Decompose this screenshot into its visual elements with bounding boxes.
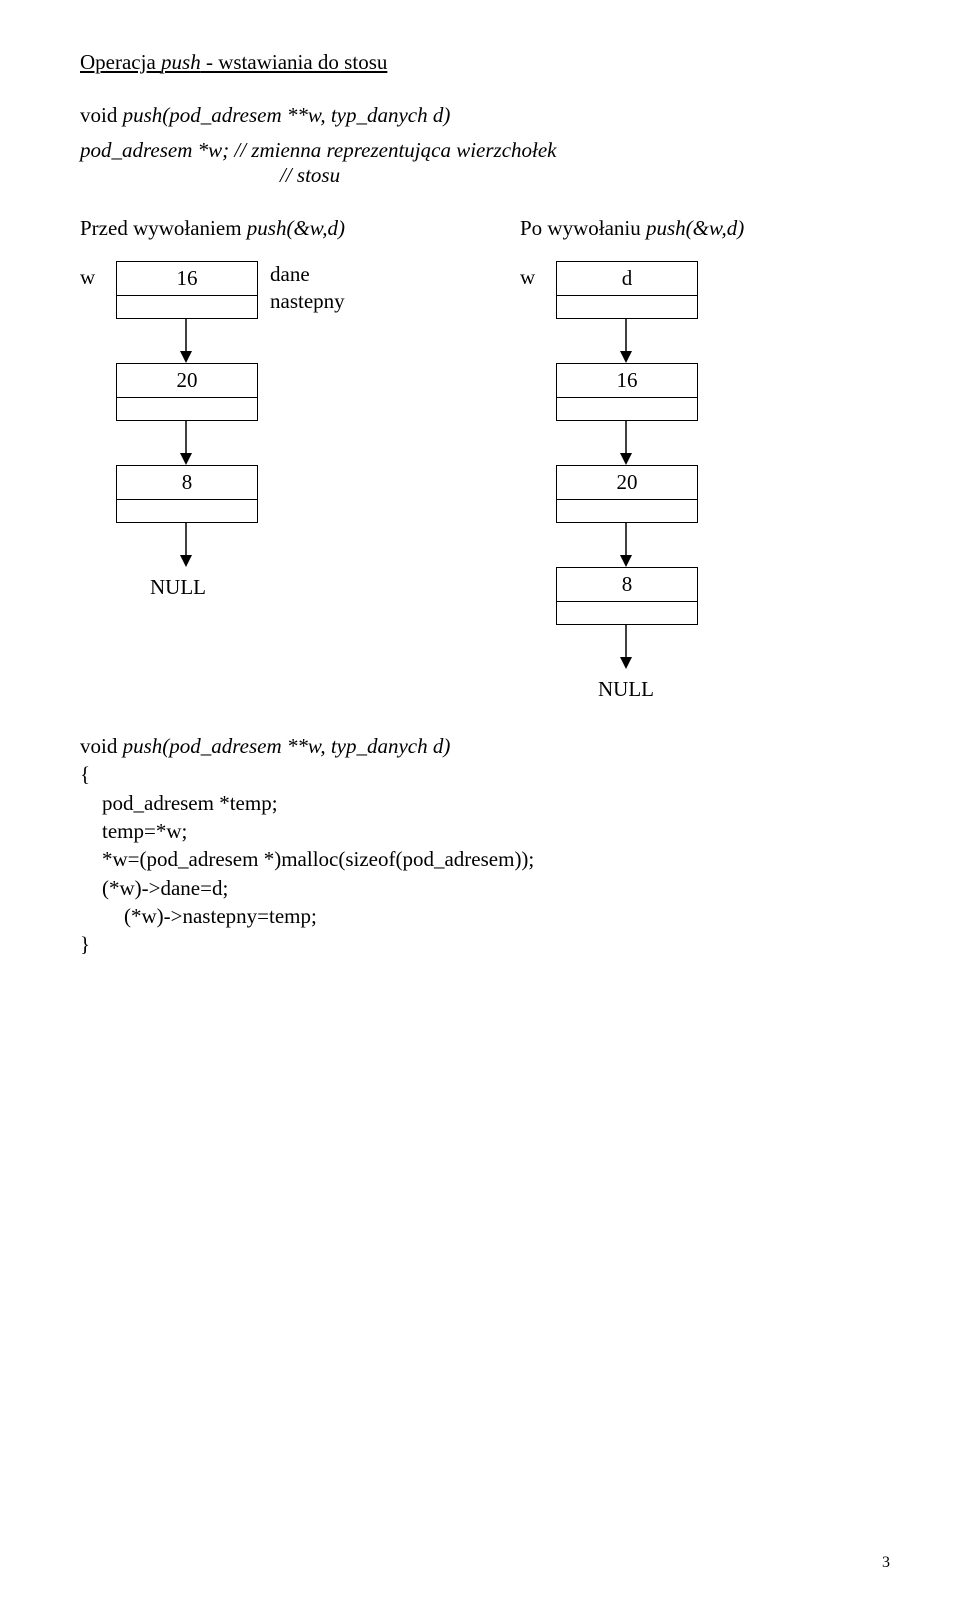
- title-prefix: Operacja: [80, 50, 161, 74]
- before-arrow-2: [116, 523, 256, 567]
- node-field-labels: dane nastepny: [270, 261, 345, 316]
- nastepny-label: nastepny: [270, 288, 345, 315]
- sig-italic: push(pod_adresem **w, typ_danych d): [123, 103, 451, 127]
- code-line-5: *w=(pod_adresem *)malloc(sizeof(pod_adre…: [102, 845, 880, 873]
- after-node-1-value: 16: [557, 364, 697, 398]
- arrow-down-icon: [176, 421, 196, 465]
- comment-line1: pod_adresem *w; // zmienna reprezentując…: [80, 138, 880, 163]
- before-node-1: 20: [116, 363, 258, 421]
- before-node-2-row: 8: [80, 465, 420, 523]
- arrow-down-icon: [616, 625, 636, 669]
- code-line-2: {: [80, 760, 880, 788]
- arrow-down-icon: [616, 421, 636, 465]
- after-node-2-row: 20: [520, 465, 860, 523]
- before-arrow-0: [116, 319, 256, 363]
- after-header: Po wywołaniu push(&w,d): [520, 216, 860, 241]
- code-l1-italic: push(pod_adresem **w, typ_danych d): [123, 734, 451, 758]
- before-header: Przed wywołaniem push(&w,d): [80, 216, 420, 241]
- after-arrow-2: [556, 523, 696, 567]
- page-title: Operacja push - wstawiania do stosu: [80, 50, 880, 75]
- after-arrow-0: [556, 319, 696, 363]
- arrow-down-icon: [616, 523, 636, 567]
- variable-comment: pod_adresem *w; // zmienna reprezentując…: [80, 138, 880, 188]
- after-node-1: 16: [556, 363, 698, 421]
- code-line-3: pod_adresem *temp;: [102, 789, 880, 817]
- w-label-right: w: [520, 261, 556, 290]
- comment-line2: // stosu: [280, 163, 880, 188]
- before-node-0-value: 16: [117, 262, 257, 296]
- code-l1-prefix: void: [80, 734, 123, 758]
- dane-label: dane: [270, 261, 345, 288]
- before-column: Przed wywołaniem push(&w,d) w 16 dane na…: [80, 216, 420, 702]
- sig-prefix: void: [80, 103, 123, 127]
- after-prefix: Po wywołaniu: [520, 216, 646, 240]
- code-line-1: void push(pod_adresem **w, typ_danych d): [80, 732, 880, 760]
- after-column: Po wywołaniu push(&w,d) w d 16: [520, 216, 860, 702]
- code-line-4: temp=*w;: [102, 817, 880, 845]
- before-node-1-value: 20: [117, 364, 257, 398]
- before-node-1-row: 20: [80, 363, 420, 421]
- before-prefix: Przed wywołaniem: [80, 216, 247, 240]
- after-node-3-value: 8: [557, 568, 697, 602]
- before-arrow-1: [116, 421, 256, 465]
- code-line-7: (*w)->nastepny=temp;: [124, 902, 880, 930]
- arrow-down-icon: [176, 319, 196, 363]
- w-label-left: w: [80, 261, 116, 290]
- after-node-3: 8: [556, 567, 698, 625]
- diagram-columns: Przed wywołaniem push(&w,d) w 16 dane na…: [80, 216, 880, 702]
- arrow-down-icon: [176, 523, 196, 567]
- page-number: 3: [882, 1554, 890, 1572]
- after-node-0: d: [556, 261, 698, 319]
- before-node-0: 16: [116, 261, 258, 319]
- after-node-1-row: 16: [520, 363, 860, 421]
- after-italic: push(&w,d): [646, 216, 744, 240]
- before-node-0-row: w 16 dane nastepny: [80, 261, 420, 319]
- after-node-0-row: w d: [520, 261, 860, 319]
- after-node-3-row: 8: [520, 567, 860, 625]
- before-null: NULL: [150, 575, 420, 600]
- title-italic: push: [161, 50, 201, 74]
- code-line-6: (*w)->dane=d;: [102, 874, 880, 902]
- function-signature: void push(pod_adresem **w, typ_danych d): [80, 103, 880, 128]
- after-null: NULL: [556, 677, 696, 702]
- code-line-8: }: [80, 930, 880, 958]
- before-node-2: 8: [116, 465, 258, 523]
- after-arrow-1: [556, 421, 696, 465]
- arrow-down-icon: [616, 319, 636, 363]
- after-node-2: 20: [556, 465, 698, 523]
- after-node-2-value: 20: [557, 466, 697, 500]
- code-block: void push(pod_adresem **w, typ_danych d)…: [80, 732, 880, 959]
- before-italic: push(&w,d): [247, 216, 345, 240]
- after-arrow-3: [556, 625, 696, 669]
- after-node-0-value: d: [557, 262, 697, 296]
- before-node-2-value: 8: [117, 466, 257, 500]
- title-suffix: - wstawiania do stosu: [201, 50, 388, 74]
